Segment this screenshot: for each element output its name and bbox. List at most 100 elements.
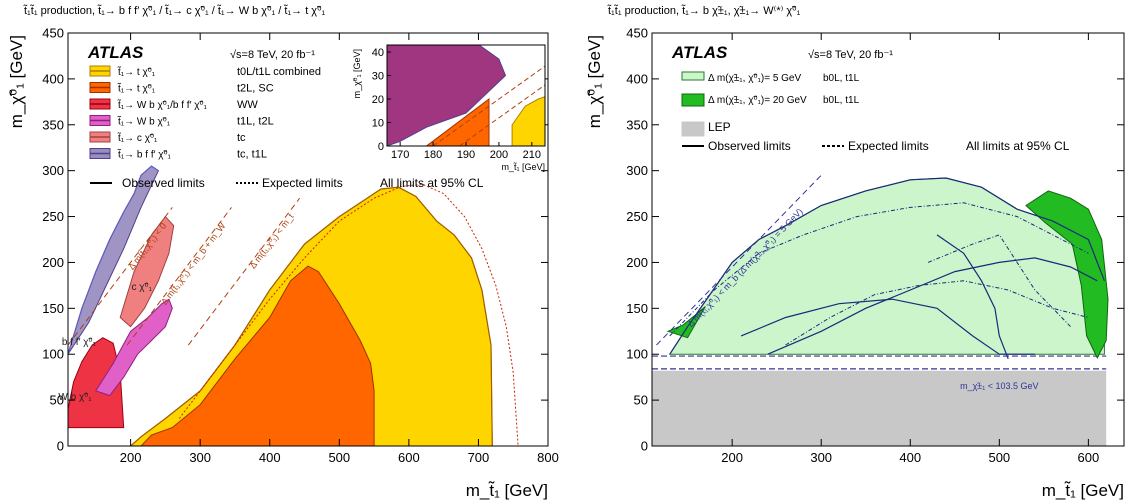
left-y-tick-label: 250	[42, 209, 64, 224]
observed-limit-line	[740, 298, 1035, 355]
expected-legend-text: Expected limits	[262, 176, 343, 190]
inset-x-tick-label: 180	[424, 149, 442, 161]
energy-label: √s=8 TeV, 20 fb⁻¹	[808, 49, 893, 61]
atlas-label: ATLAS	[87, 43, 144, 62]
legend-process: t̃₁→ W b χ̃⁰₁	[117, 115, 171, 127]
legend-analysis: t0L/t1L combined	[237, 66, 321, 78]
legend-process: t̃₁→ W b χ̃⁰₁/b f f′ χ̃⁰₁	[117, 99, 208, 111]
right-frame	[651, 32, 1125, 447]
lep-chargino-label: m_χ̃±₁ < 103.5 GeV	[960, 381, 1039, 391]
right-x-tick-label: 400	[899, 450, 921, 465]
left-x-axis-label: m_t̃₁ [GeV]	[466, 481, 548, 500]
inset-region	[387, 45, 507, 146]
legend-label: Δ m(χ̃±₁, χ̃⁰₁)= 20 GeV	[708, 95, 807, 106]
inset-kinematic-line	[432, 65, 545, 146]
legend-swatch	[681, 93, 705, 107]
legend-process: t̃₁→ b f f′ χ̃⁰₁	[117, 148, 172, 160]
expected-limit-line	[785, 280, 1089, 346]
left-y-tick-label: 50	[50, 393, 64, 408]
region-ww	[68, 337, 125, 429]
right-x-tick-label: 200	[721, 450, 743, 465]
observed-limit-line	[767, 257, 1098, 355]
cl-legend-text: All limits at 95% CL	[966, 139, 1070, 153]
observed-legend-text: Observed limits	[708, 139, 791, 153]
left-frame	[67, 32, 549, 447]
right-y-tick-label: 300	[626, 163, 648, 178]
observed-legend-text: Observed limits	[122, 176, 205, 190]
right-x-tick-label: 300	[810, 450, 832, 465]
observed-limit-line	[669, 177, 1105, 355]
right-y-tick-label: 250	[626, 209, 648, 224]
legend-process: t̃₁→ t χ̃⁰₁	[117, 66, 156, 78]
right-y-tick-label: 400	[626, 71, 648, 86]
inset-x-tick-label: 210	[523, 149, 541, 161]
legend-analysis: t2L, SC	[237, 83, 274, 95]
left-x-tick-label: 600	[398, 450, 420, 465]
legend-analysis: b0L, t1L	[823, 73, 860, 84]
right-x-tick-label: 500	[988, 450, 1010, 465]
legend-analysis: b0L, t1L	[823, 95, 860, 106]
legend-process: t̃₁→ t χ̃⁰₁	[117, 82, 156, 94]
plot-area	[68, 165, 519, 446]
energy-label: √s=8 TeV, 20 fb⁻¹	[230, 49, 315, 61]
inset-x-tick-label: 200	[490, 149, 508, 161]
region-tc	[119, 215, 175, 328]
region-label: W b χ̃⁰₁	[58, 392, 92, 403]
right-y-tick-label: 50	[634, 393, 648, 408]
observed-tc-line	[68, 165, 159, 355]
left-y-tick-label: 150	[42, 301, 64, 316]
left-x-tick-label: 500	[328, 450, 350, 465]
left-x-tick-label: 400	[259, 450, 281, 465]
legend-label: Δ m(χ̃±₁, χ̃⁰₁)= 5 GeV	[708, 73, 801, 84]
right-y-axis-label: m_χ̃⁰₁ [GeV]	[585, 35, 604, 128]
inset-plot-area	[387, 45, 545, 146]
inset-y-tick-label: 30	[372, 71, 384, 83]
left-y-tick-label: 300	[42, 163, 64, 178]
inset-x-tick-label: 190	[457, 149, 475, 161]
left-y-tick-label: 200	[42, 255, 64, 270]
legend-label: LEP	[708, 120, 731, 134]
plot-area	[652, 174, 1109, 446]
left-y-axis-label: m_χ̃⁰₁ [GeV]	[7, 35, 26, 128]
legend-swatch	[681, 121, 705, 137]
inset-y-tick-label: 20	[372, 94, 384, 106]
legend-process: t̃₁→ c χ̃⁰₁	[117, 132, 158, 144]
legend-analysis: tc, t1L	[237, 149, 267, 161]
inset-y-tick-label: 0	[378, 141, 384, 153]
inset-x-tick-label: 170	[391, 149, 409, 161]
inset-kinematic-line	[459, 84, 545, 146]
left-y-tick-label: 0	[57, 439, 64, 454]
expected-limit-line	[178, 183, 519, 446]
legend-analysis: t1L, t2L	[237, 116, 274, 128]
right-y-tick-label: 450	[626, 26, 648, 41]
stop-decay-exclusion-chart: Δ m(t̃₁,χ̃⁰₁) < 0Δ m(t̃₁,χ̃⁰₁) < m_b + m…	[7, 4, 559, 500]
legend-analysis: tc	[237, 132, 246, 144]
inset-x-axis-label: m_t̃₁ [GeV]	[501, 162, 545, 172]
inset-y-axis-label: m_χ̃⁰₁ [GeV]	[352, 49, 362, 98]
right-y-tick-label: 200	[626, 255, 648, 270]
expected-legend-text: Expected limits	[848, 139, 929, 153]
cl-legend-text: All limits at 95% CL	[380, 176, 484, 190]
atlas-label: ATLAS	[671, 43, 728, 62]
expected-limit-line	[927, 234, 1071, 328]
kinematic-line	[187, 197, 301, 346]
left-x-tick-label: 800	[537, 450, 559, 465]
region-dm20	[1025, 190, 1109, 360]
region-label: c χ̃⁰₁	[131, 282, 152, 293]
right-y-tick-label: 150	[626, 301, 648, 316]
observed-limit-line	[936, 234, 1009, 360]
left-x-tick-label: 200	[120, 450, 142, 465]
inset-y-tick-label: 10	[372, 118, 384, 130]
region-label: b f f′ χ̃⁰₁	[62, 337, 97, 348]
region-t2l-sc	[140, 265, 375, 446]
left-x-tick-label: 300	[189, 450, 211, 465]
right-x-tick-label: 600	[1078, 450, 1100, 465]
legend-analysis: WW	[237, 99, 258, 111]
left-process-title: t̃₁t̃₁ production, t̃₁→ b f f′ χ̃⁰₁ / t̃…	[23, 4, 326, 17]
lep-band	[652, 370, 1107, 446]
legend-swatch	[681, 71, 705, 81]
expected-limit-line	[669, 202, 1089, 337]
left-y-tick-label: 400	[42, 71, 64, 86]
right-y-tick-label: 0	[641, 439, 648, 454]
left-y-tick-label: 100	[42, 347, 64, 362]
